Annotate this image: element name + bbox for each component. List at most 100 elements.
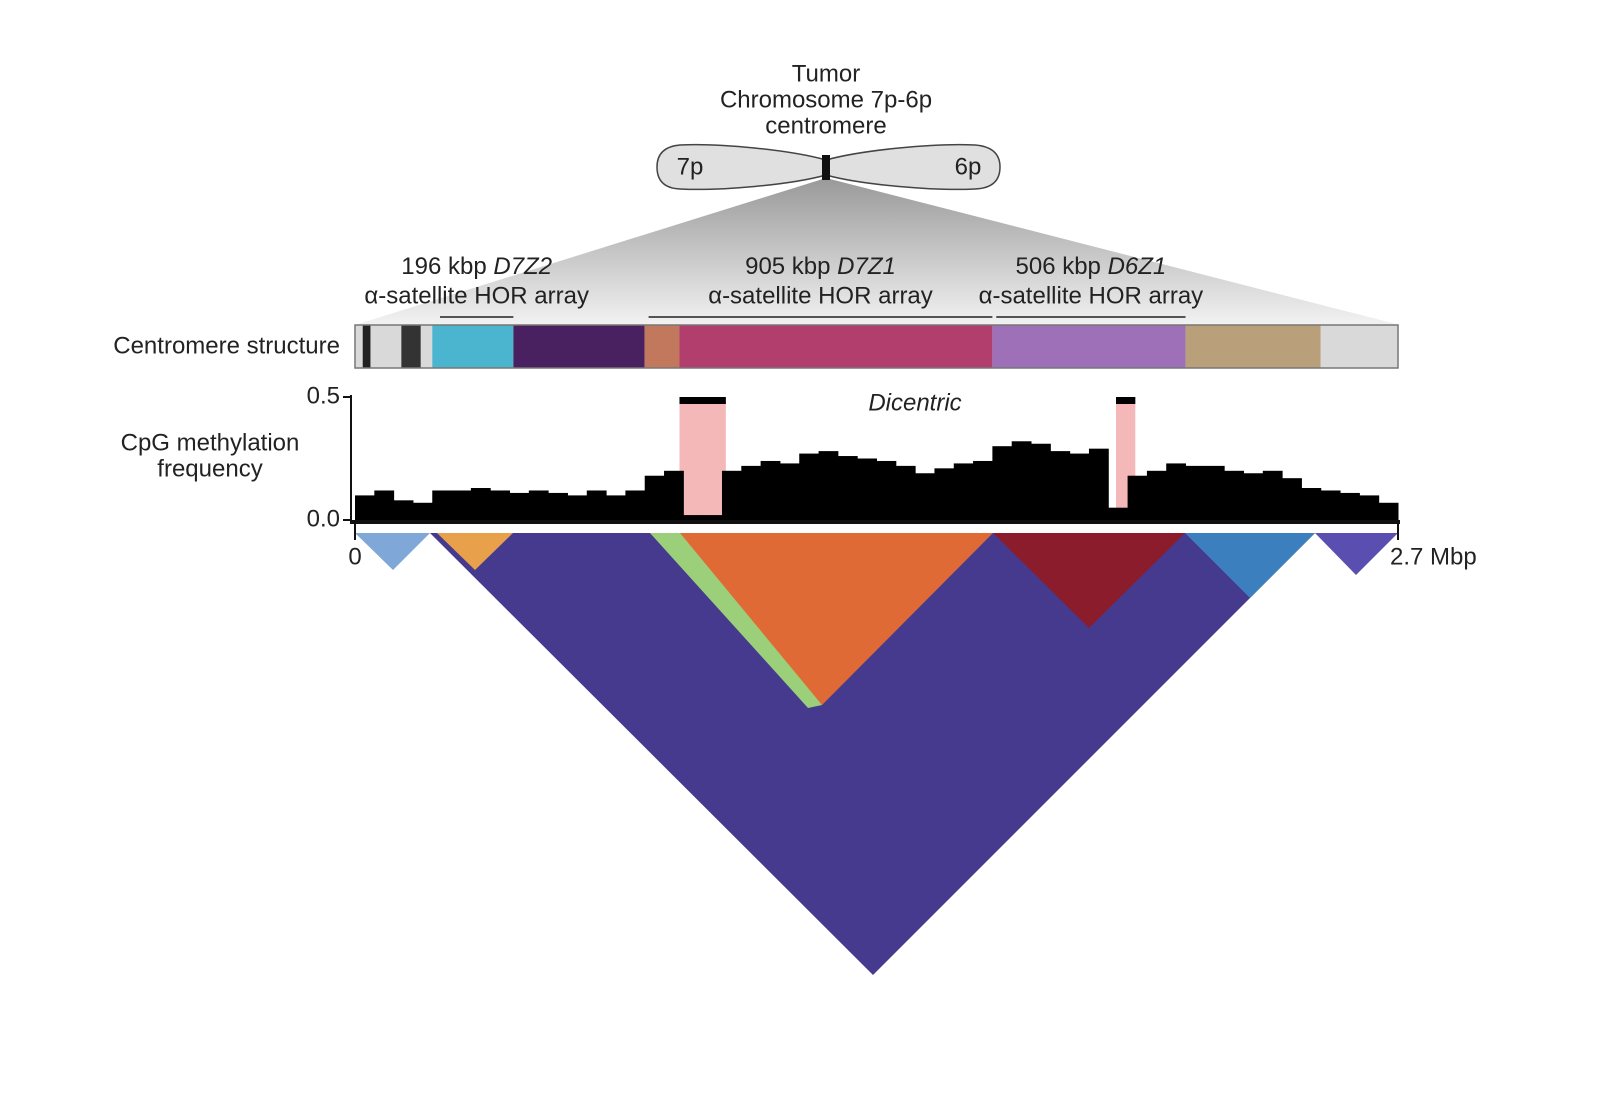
structure-segment xyxy=(644,325,680,368)
centromere xyxy=(822,155,830,180)
bar xyxy=(895,465,916,520)
y-axis-label: CpG methylation xyxy=(121,429,300,456)
bar xyxy=(509,492,530,520)
heatmap-block xyxy=(430,533,1315,975)
bar xyxy=(1108,507,1129,520)
bar xyxy=(973,460,993,520)
array-label: 196 kbp D7Z2 xyxy=(401,253,552,280)
structure-segment xyxy=(432,325,514,368)
array-name: D7Z2 xyxy=(493,253,552,280)
structure-label: Centromere structure xyxy=(113,332,340,359)
array-size: 506 kbp xyxy=(1016,253,1101,280)
array-description: α-satellite HOR array xyxy=(708,282,933,309)
bar xyxy=(818,451,839,520)
title: Chromosome 7p-6p xyxy=(720,86,932,113)
bar xyxy=(432,490,453,520)
bar xyxy=(1359,495,1380,520)
structure-segment xyxy=(362,325,371,368)
bar xyxy=(606,495,626,520)
bar xyxy=(1301,488,1322,520)
structure-segment xyxy=(1185,325,1321,368)
bar xyxy=(1146,470,1167,520)
array-label: 506 kbp D6Z1 xyxy=(1016,253,1167,280)
array-name: D6Z1 xyxy=(1108,253,1167,280)
bar xyxy=(528,490,549,520)
y-tick-label: 0.5 xyxy=(307,382,340,409)
bar xyxy=(393,500,414,520)
bar xyxy=(1204,465,1225,520)
bar xyxy=(1378,502,1399,520)
array-description: α-satellite HOR array xyxy=(364,282,589,309)
y-tick-label: 0.0 xyxy=(307,505,340,532)
bar xyxy=(857,458,877,520)
heatmap-block xyxy=(355,533,430,570)
bar xyxy=(1243,473,1264,520)
structure-segment xyxy=(1320,325,1398,368)
arm-label: 7p xyxy=(677,153,704,180)
bar xyxy=(779,463,800,520)
bar xyxy=(412,502,433,520)
bar xyxy=(876,460,897,520)
bar xyxy=(721,470,742,520)
structure-segment xyxy=(513,325,645,368)
highlight xyxy=(679,397,726,520)
heatmap-block xyxy=(1315,533,1398,575)
bar xyxy=(1088,448,1109,520)
bar xyxy=(1320,490,1341,520)
bar xyxy=(1166,463,1187,520)
y-axis-label: frequency xyxy=(157,455,262,482)
highlight-bar xyxy=(679,397,726,404)
bar xyxy=(1262,470,1283,520)
bar xyxy=(1031,443,1051,520)
array-size: 905 kbp xyxy=(745,253,830,280)
bar xyxy=(741,465,762,520)
bar xyxy=(490,490,511,520)
bar xyxy=(683,515,704,520)
bar xyxy=(1050,451,1071,520)
bar xyxy=(567,495,588,520)
bar xyxy=(1185,465,1206,520)
bar xyxy=(451,490,472,520)
arm-label: 6p xyxy=(955,153,982,180)
structure-frame xyxy=(354,324,1399,369)
array-name: D7Z1 xyxy=(837,253,896,280)
array-description: α-satellite HOR array xyxy=(979,282,1204,309)
bar xyxy=(374,490,395,520)
bar xyxy=(1282,478,1302,520)
bar xyxy=(1011,441,1032,520)
heatmap-block xyxy=(437,533,513,570)
bar xyxy=(586,490,607,520)
bar xyxy=(992,446,1013,520)
bar xyxy=(915,473,935,520)
bar xyxy=(1340,492,1360,520)
structure-segment xyxy=(679,325,993,368)
bar xyxy=(548,492,568,520)
x-tick-label: 0 xyxy=(348,543,361,570)
array-size: 196 kbp xyxy=(401,253,486,280)
zoom-funnel xyxy=(355,178,1400,325)
highlight-bar xyxy=(1116,397,1136,404)
bar xyxy=(1127,475,1148,520)
heatmap-block xyxy=(993,533,1185,628)
bar xyxy=(470,488,491,520)
x-tick-label: 2.7 Mbp xyxy=(1390,543,1477,570)
heatmap-block xyxy=(650,533,822,708)
bar xyxy=(355,495,375,520)
bar xyxy=(664,470,684,520)
bar xyxy=(953,463,974,520)
similarity-heatmap xyxy=(355,533,1398,975)
bar xyxy=(837,456,858,520)
title: Tumor xyxy=(792,60,860,87)
bar xyxy=(799,453,820,520)
bar xyxy=(1069,453,1090,520)
annotation: Dicentric xyxy=(868,389,961,416)
bar xyxy=(702,515,723,520)
bar xyxy=(644,475,665,520)
heatmap-block xyxy=(650,533,993,705)
bar xyxy=(760,460,781,520)
bar xyxy=(934,468,955,520)
bar xyxy=(1224,470,1244,520)
title: centromere xyxy=(765,112,886,139)
